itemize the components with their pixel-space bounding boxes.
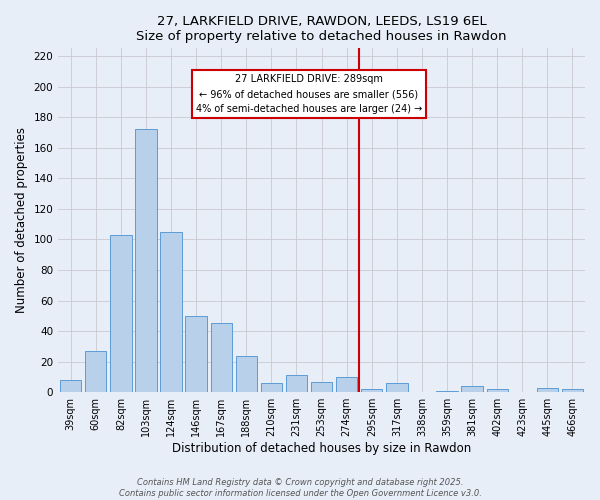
Bar <box>562 389 583 392</box>
Bar <box>361 389 382 392</box>
Bar <box>136 130 157 392</box>
X-axis label: Distribution of detached houses by size in Rawdon: Distribution of detached houses by size … <box>172 442 471 455</box>
Text: Contains HM Land Registry data © Crown copyright and database right 2025.
Contai: Contains HM Land Registry data © Crown c… <box>119 478 481 498</box>
Title: 27, LARKFIELD DRIVE, RAWDON, LEEDS, LS19 6EL
Size of property relative to detach: 27, LARKFIELD DRIVE, RAWDON, LEEDS, LS19… <box>136 15 507 43</box>
Bar <box>261 383 282 392</box>
Text: 27 LARKFIELD DRIVE: 289sqm
← 96% of detached houses are smaller (556)
4% of semi: 27 LARKFIELD DRIVE: 289sqm ← 96% of deta… <box>196 74 422 114</box>
Bar <box>85 351 106 392</box>
Bar <box>60 380 82 392</box>
Bar <box>286 376 307 392</box>
Bar <box>537 388 558 392</box>
Bar <box>311 382 332 392</box>
Bar <box>160 232 182 392</box>
Bar <box>487 389 508 392</box>
Y-axis label: Number of detached properties: Number of detached properties <box>15 128 28 314</box>
Bar <box>386 383 407 392</box>
Bar <box>185 316 207 392</box>
Bar <box>211 324 232 392</box>
Bar <box>236 356 257 392</box>
Bar <box>336 377 358 392</box>
Bar <box>110 235 131 392</box>
Bar <box>461 386 483 392</box>
Bar <box>436 390 458 392</box>
